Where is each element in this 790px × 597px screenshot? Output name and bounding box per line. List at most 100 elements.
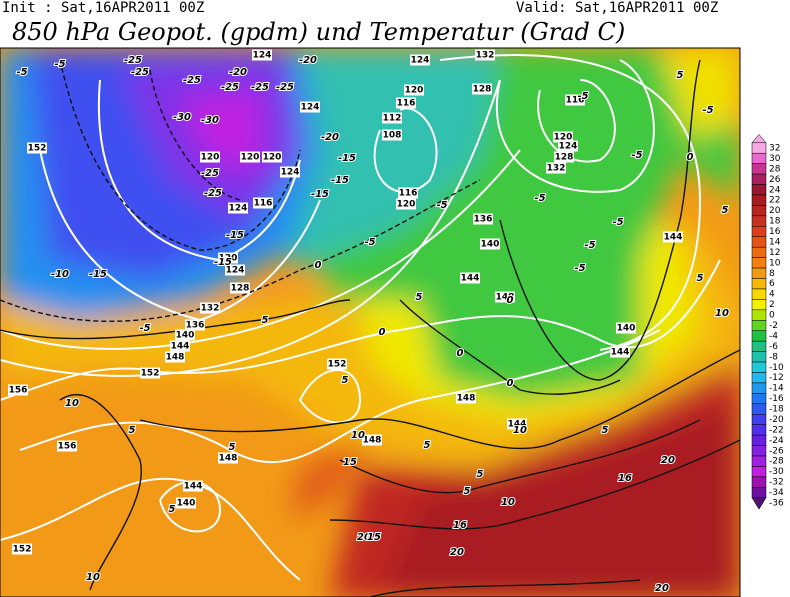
temperature-label: -25 [183,75,201,86]
colorbar-box [751,309,767,321]
colorbar-label: -4 [769,331,778,341]
colorbar-label: 24 [769,185,781,195]
temperature-label: -5 [577,91,588,102]
temperature-label: 20 [661,455,675,466]
geopotential-label: 124 [281,168,300,178]
geopotential-label-bg [553,131,573,143]
colorbar-label: 28 [769,164,781,174]
geopotential-label: 152 [328,360,347,370]
init-time: Init : Sat,16APR2011 00Z [2,0,204,16]
colorbar-label: 30 [769,154,781,164]
geopotential-label: 132 [201,304,220,314]
geopotential-label-bg [300,101,320,113]
geopotential-label-bg [327,358,347,370]
geopotential-label-bg [218,252,238,264]
colorbar-label: -30 [769,467,784,477]
temperature-label: 16 [618,473,632,484]
colorbar-label: 12 [769,248,780,258]
geopotential-label-bg [183,480,203,492]
temperature-label: -10 [51,269,69,280]
colorbar-box [751,288,767,300]
map-title: 850 hPa Geopot. (gpdm) und Temperatur (G… [12,18,625,46]
temperature-label: 16 [453,520,467,531]
geopotential-label: 140 [617,324,636,334]
geopotential-label-bg [165,351,185,363]
geopotential-label: 152 [13,545,32,555]
geopotential-label-bg [382,112,402,124]
geopotential-label-bg [27,142,47,154]
colorbar-box [751,320,767,331]
temperature-label: -25 [276,82,294,93]
colorbar-box [751,382,767,394]
geopotential-label-bg [12,543,32,555]
colorbar-box [751,142,767,154]
colorbar-label: -34 [769,488,784,498]
colorbar-arrow-bottom [751,497,767,510]
geopotential-label: 120 [241,153,260,163]
colorbar-label: -10 [769,363,784,373]
geopotential-label-bg [460,272,480,284]
geopotential-label-bg [456,392,476,404]
colorbar-label: 22 [769,196,780,206]
colorbar-box [751,476,767,488]
temperature-label: 5 [416,292,423,303]
geopotential-label-bg [175,329,195,341]
geopotential-label: 116 [254,199,273,209]
colorbar-label: -32 [769,478,784,488]
geopotential-label-bg [362,434,382,446]
temperature-label: -25 [204,188,222,199]
geopotential-label-bg [546,162,566,174]
geopotential-label: 128 [473,85,492,95]
geopotential-label: 148 [363,436,382,446]
colorbar-box [751,414,767,425]
colorbar-box [751,330,767,342]
geopotential-label: 124 [411,56,430,66]
temperature-label: 5 [677,70,684,81]
colorbar-box [751,351,767,363]
colorbar-box [751,246,767,258]
colorbar-label: 20 [769,206,781,216]
colorbar-box [751,340,767,352]
geopotential-label: 120 [397,200,416,210]
temperature-label: -5 [584,240,595,251]
geopotential-label-bg [57,440,77,452]
colorbar-label: -26 [769,446,784,456]
temperature-label: 20 [357,532,371,543]
colorbar-label: -22 [769,425,784,435]
temperature-label: 10 [513,425,527,436]
colorbar-box [751,278,767,290]
geopotential-label: 112 [383,114,402,124]
colorbar-label: -6 [769,342,778,352]
temperature-label: -30 [201,115,219,126]
colorbar-box [751,372,767,384]
colorbar-label: 14 [769,237,781,247]
geopotential-label: 156 [58,442,77,452]
geopotential-label-bg [554,151,574,163]
geopotential-label-bg [495,291,515,303]
temperature-label: -5 [54,59,65,70]
geopotential-label-bg [475,49,495,61]
temperature-label: -5 [574,263,585,274]
temperature-label: 5 [477,469,484,480]
geopotential-label: 124 [226,266,245,276]
geopotential-label-bg [396,198,416,210]
geopotential-label-bg [170,340,190,352]
colorbar-box [751,361,767,373]
temperature-label: 5 [722,205,729,216]
temperature-label: -30 [173,112,191,123]
geopotential-label-bg [8,384,28,396]
colorbar-label: -18 [769,405,784,415]
geopotential-label: 144 [611,348,630,358]
geopotential-label: 136 [474,215,493,225]
geopotential-label: 144 [508,420,527,430]
temperature-label: -15 [226,230,244,241]
colorbar-label: 4 [769,290,775,300]
geopotential-label: 156 [9,386,28,396]
geopotential-label: 144 [171,342,190,352]
colorbar-box [751,455,767,467]
geopotential-label-bg [262,151,282,163]
geopotential-label: 140 [177,499,196,509]
temperature-label: 10 [86,572,100,583]
temperature-label: 5 [464,486,471,497]
geopotential-label-bg [472,83,492,95]
